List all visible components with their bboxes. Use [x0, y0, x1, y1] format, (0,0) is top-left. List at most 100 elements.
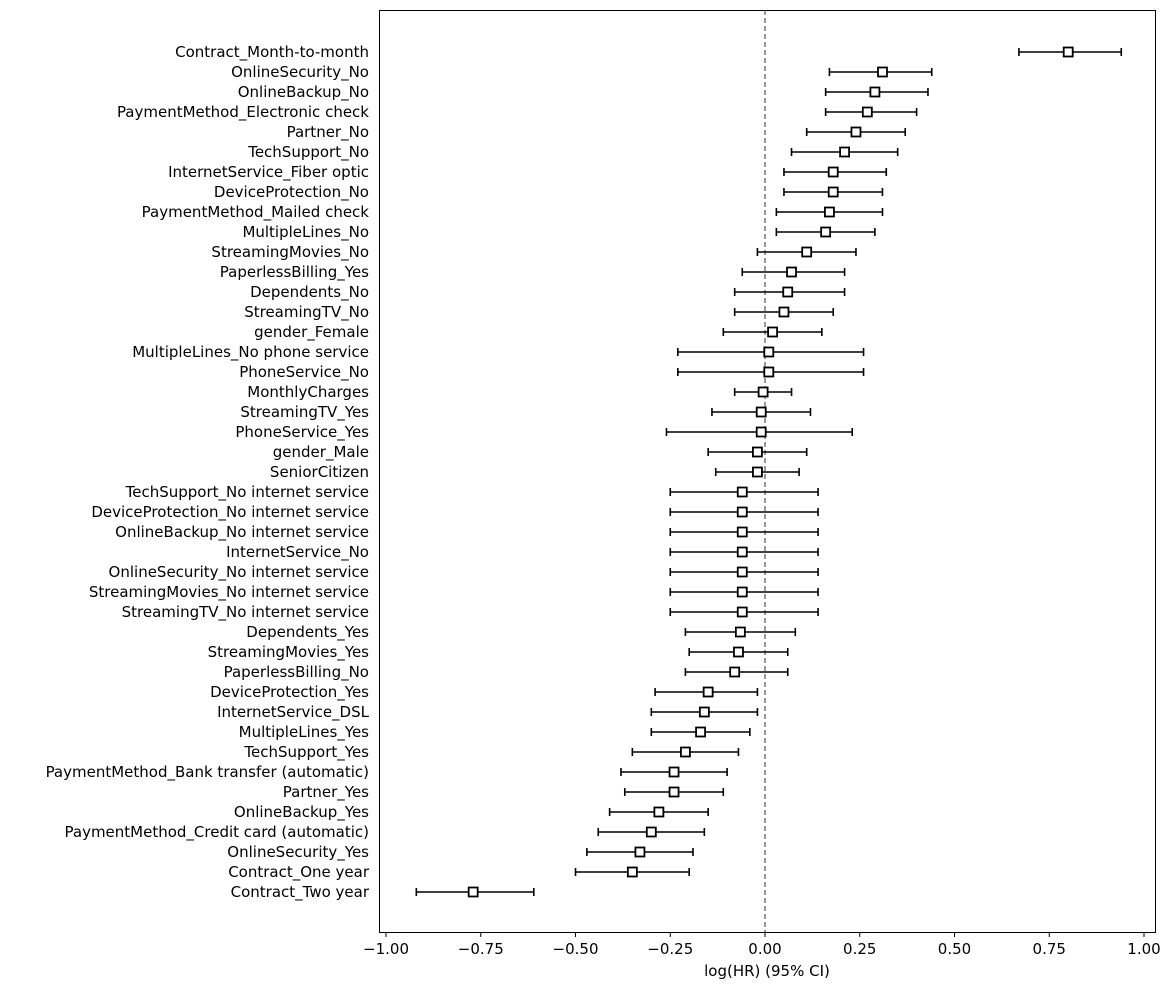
- coef-marker: [645, 826, 657, 838]
- forest-row: PaperlessBilling_No: [224, 663, 789, 682]
- coef-marker: [767, 326, 778, 338]
- row-label: StreamingMovies_No internet service: [89, 583, 369, 602]
- row-label: Contract_One year: [228, 863, 370, 882]
- forest-row: Partner_No: [287, 123, 907, 142]
- forest-row: MultipleLines_Yes: [239, 723, 751, 742]
- coef-marker: [734, 626, 746, 638]
- forest-row: TechSupport_Yes: [243, 743, 740, 762]
- row-label: MultipleLines_Yes: [239, 723, 370, 742]
- forest-row: PaymentMethod_Electronic check: [117, 103, 918, 122]
- coef-marker: [850, 126, 862, 138]
- row-label: StreamingMovies_No: [211, 243, 369, 262]
- coef-marker: [467, 886, 479, 898]
- coef-marker: [736, 506, 748, 518]
- coef-marker: [786, 266, 797, 278]
- forest-row: OnlineBackup_No: [238, 83, 929, 102]
- forest-row: DeviceProtection_No internet service: [91, 503, 819, 522]
- row-label: SeniorCitizen: [270, 463, 369, 481]
- forest-row: MultipleLines_No phone service: [132, 343, 865, 362]
- forest-row: Contract_Two year: [231, 883, 535, 902]
- x-tick-label: 1.00: [1127, 940, 1160, 958]
- row-label: DeviceProtection_No internet service: [91, 503, 369, 522]
- forest-row: PaperlessBilling_Yes: [220, 263, 846, 282]
- coef-marker: [668, 786, 680, 798]
- row-label: OnlineBackup_No internet service: [115, 523, 369, 542]
- forest-row: StreamingMovies_Yes: [208, 643, 789, 662]
- row-label: DeviceProtection_No: [214, 183, 369, 202]
- coef-marker: [736, 586, 748, 598]
- row-label: MultipleLines_No phone service: [132, 343, 369, 362]
- row-label: OnlineSecurity_No internet service: [109, 563, 369, 582]
- x-tick-label: −0.75: [458, 940, 504, 958]
- coef-marker: [695, 726, 706, 738]
- forest-row: Dependents_Yes: [246, 623, 797, 642]
- coef-marker: [736, 546, 748, 558]
- coef-marker: [763, 346, 775, 358]
- row-label: StreamingTV_No internet service: [122, 603, 369, 622]
- forest-row: StreamingMovies_No: [211, 243, 857, 262]
- row-label: InternetService_No: [226, 543, 369, 562]
- coef-marker: [861, 106, 873, 118]
- forest-row: MultipleLines_No: [242, 223, 876, 242]
- coef-marker: [820, 226, 832, 238]
- row-label: StreamingTV_No: [244, 303, 369, 322]
- row-label: TechSupport_No: [247, 143, 369, 162]
- forest-row: PhoneService_Yes: [235, 423, 853, 442]
- row-label: TechSupport_No internet service: [125, 483, 369, 502]
- coef-marker: [736, 486, 748, 498]
- forest-row: OnlineBackup_Yes: [234, 803, 709, 822]
- coef-marker: [869, 86, 881, 98]
- forest-row: gender_Female: [254, 323, 823, 342]
- row-label: PaperlessBilling_Yes: [220, 263, 369, 282]
- rows: Contract_Month-to-monthOnlineSecurity_No…: [46, 43, 1123, 902]
- coef-marker: [824, 206, 835, 218]
- row-label: OnlineSecurity_Yes: [227, 843, 369, 862]
- coef-marker: [757, 386, 769, 398]
- forest-row: StreamingTV_Yes: [240, 403, 812, 422]
- forest-row: OnlineSecurity_Yes: [227, 843, 694, 862]
- row-label: Contract_Two year: [231, 883, 370, 902]
- coef-marker: [752, 446, 763, 458]
- row-label: MonthlyCharges: [247, 383, 369, 401]
- coef-marker: [782, 286, 794, 298]
- row-label: PaymentMethod_Mailed check: [142, 203, 370, 222]
- forest-row: TechSupport_No internet service: [125, 483, 819, 502]
- row-label: PhoneService_No: [239, 363, 369, 382]
- row-label: TechSupport_Yes: [243, 743, 369, 762]
- row-label: PaymentMethod_Credit card (automatic): [65, 823, 370, 842]
- row-label: OnlineSecurity_No: [231, 63, 369, 82]
- coef-marker: [736, 606, 748, 618]
- forest-row: DeviceProtection_No: [214, 183, 884, 202]
- forest-row: SeniorCitizen: [270, 463, 800, 481]
- forest-row: MonthlyCharges: [247, 383, 793, 401]
- coef-marker: [827, 166, 839, 178]
- forest-row: Partner_Yes: [283, 783, 725, 802]
- forest-row: OnlineBackup_No internet service: [115, 523, 819, 542]
- x-tick-label: 0.75: [1033, 940, 1066, 958]
- coef-marker: [736, 566, 748, 578]
- x-tick-label: 0.00: [748, 940, 781, 958]
- row-label: Partner_Yes: [283, 783, 369, 802]
- row-label: MultipleLines_No: [242, 223, 369, 242]
- forest-row: PaymentMethod_Bank transfer (automatic): [46, 763, 728, 782]
- x-tick-label: −0.50: [553, 940, 599, 958]
- row-label: OnlineBackup_No: [238, 83, 369, 102]
- coef-marker: [778, 306, 790, 318]
- x-axis-ticks: −1.00 −0.75 −0.50 −0.25 0.00 0.25 0.50 0.75 1.00: [363, 932, 1161, 958]
- row-label: PhoneService_Yes: [235, 423, 369, 442]
- coef-marker: [729, 666, 741, 678]
- coef-marker: [752, 466, 763, 478]
- forest-row: OnlineSecurity_No internet service: [109, 563, 819, 582]
- x-tick-label: −1.00: [363, 940, 409, 958]
- coef-marker: [680, 746, 691, 758]
- coef-marker: [626, 866, 638, 878]
- row-label: PaymentMethod_Electronic check: [117, 103, 369, 122]
- coef-marker: [653, 806, 665, 818]
- x-tick-label: 0.25: [843, 940, 876, 958]
- forest-row: DeviceProtection_Yes: [210, 683, 759, 702]
- coef-marker: [698, 706, 710, 718]
- row-label: StreamingMovies_Yes: [208, 643, 370, 662]
- forest-row: Contract_Month-to-month: [175, 43, 1123, 62]
- forest-row: InternetService_Fiber optic: [168, 163, 888, 182]
